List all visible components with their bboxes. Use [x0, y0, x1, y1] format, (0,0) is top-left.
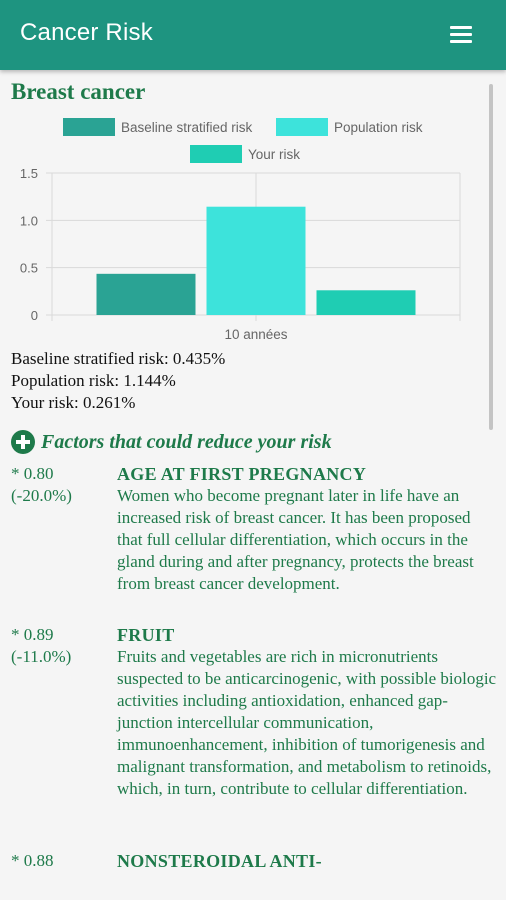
factor-name: FRUIT: [117, 625, 175, 645]
app-title: Cancer Risk: [20, 19, 153, 46]
factor-multiplier: * 0.80: [11, 464, 54, 483]
bar: [316, 290, 416, 315]
factor-multiplier: * 0.89: [11, 625, 54, 644]
plus-circle-icon[interactable]: [11, 430, 35, 454]
app-bar: Cancer Risk: [0, 0, 506, 70]
your-risk-text: Your risk: 0.261%: [11, 393, 136, 412]
x-tick-label: 10 années: [224, 327, 287, 342]
legend-label: Baseline stratified risk: [121, 120, 253, 135]
population-risk-text: Population risk: 1.144%: [11, 371, 176, 390]
y-tick-label: 1.5: [20, 166, 38, 181]
content-area[interactable]: Breast cancer Baseline stratified risk Po…: [0, 70, 506, 900]
baseline-risk-text: Baseline stratified risk: 0.435%: [11, 349, 226, 368]
factor-name: NONSTEROIDAL ANTI-: [117, 851, 322, 871]
bar: [206, 206, 306, 315]
factor-description: Fruits and vegetables are rich in micron…: [117, 647, 497, 798]
y-tick-label: 1.0: [20, 213, 38, 228]
bar: [96, 273, 196, 315]
risk-chart: Baseline stratified risk Population risk Y…: [20, 118, 461, 342]
factors-heading[interactable]: Factors that could reduce your risk: [11, 429, 332, 455]
factor-percent: (-11.0%): [11, 647, 72, 666]
menu-icon[interactable]: [448, 24, 474, 46]
scrollbar[interactable]: [489, 84, 493, 430]
legend-swatch: [190, 145, 242, 163]
y-tick-label: 0.5: [20, 261, 38, 276]
factor-multiplier: * 0.88: [11, 851, 54, 870]
legend-swatch: [63, 118, 115, 136]
page-title: Breast cancer: [11, 79, 146, 104]
legend-swatch: [276, 118, 328, 136]
risk-stats: Baseline stratified risk: 0.435% Populat…: [11, 348, 225, 414]
factor-description: Women who become pregnant later in life …: [117, 486, 474, 593]
legend-label: Population risk: [334, 120, 423, 135]
factors-heading-label: Factors that could reduce your risk: [41, 430, 332, 453]
legend-label: Your risk: [248, 147, 300, 162]
y-tick-label: 0: [31, 308, 38, 323]
factor-percent: (-20.0%): [11, 486, 72, 505]
factor-name: AGE AT FIRST PREGNANCY: [117, 464, 367, 484]
